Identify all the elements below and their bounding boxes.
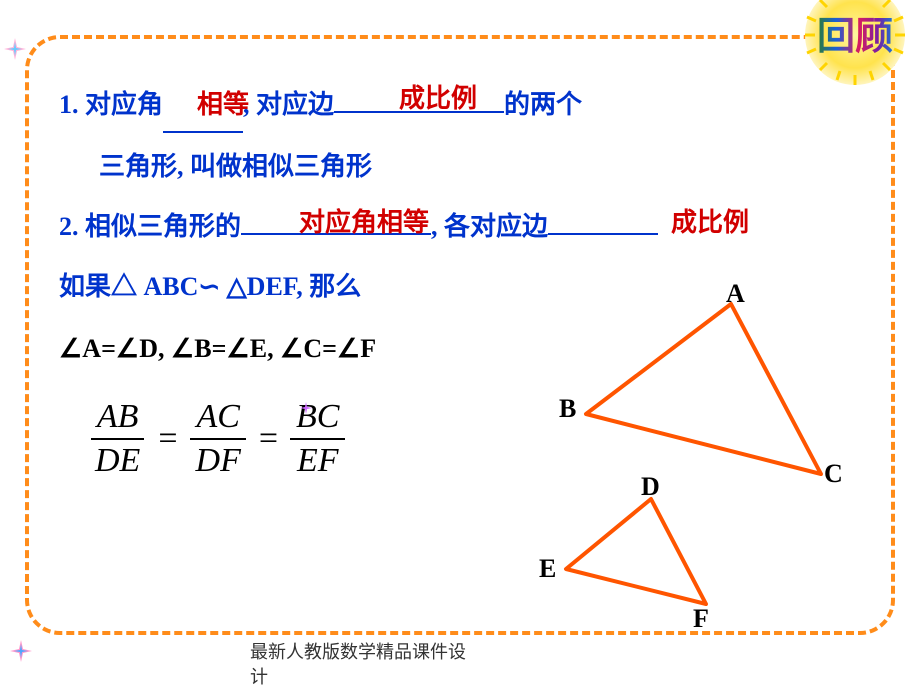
text-3b: , 各对应边 — [431, 212, 548, 241]
footer-line-2: 计 — [250, 665, 466, 690]
footer-text: 最新人教版数学精品课件设 计 — [250, 640, 466, 690]
vertex-label-e: E — [539, 554, 556, 584]
fraction-ab-de: AB DE — [89, 400, 146, 478]
vertex-label-a: A — [726, 279, 745, 309]
triangle-diagram-area: A B C D E F — [531, 294, 871, 634]
definition-line-2: 三角形, 叫做相似三角形 — [99, 141, 861, 193]
denominator-df: DF — [190, 440, 247, 478]
text-2: 三角形, 叫做相似三角形 — [99, 152, 372, 181]
sparkle-icon — [10, 640, 32, 667]
vertex-label-c: C — [824, 459, 843, 489]
property-line: 2. 相似三角形的, 各对应边 对应角相等 成比例 — [59, 201, 861, 253]
text-1b: , 对应边 — [243, 90, 334, 119]
review-badge: 回顾 — [785, 0, 920, 85]
vertex-label-b: B — [559, 394, 576, 424]
fraction-ac-df: AC DF — [190, 400, 247, 478]
text-4: 如果△ ABC∽ △DEF, 那么 — [59, 272, 361, 301]
sparkle-icon — [4, 38, 26, 65]
slide-frame: 1. 对应角 , 对应边 的两个 相等 成比例 三角形, 叫做相似三角形 2. 相… — [25, 35, 895, 635]
answer-angles-equal: 对应角相等 — [299, 197, 429, 249]
footer-line-1: 最新人教版数学精品课件设 — [250, 640, 466, 665]
text-3a: 2. 相似三角形的 — [59, 212, 241, 241]
triangle-abc — [586, 304, 821, 474]
fraction-bc-ef: BC EF — [290, 400, 345, 478]
definition-line-1: 1. 对应角 , 对应边的两个 相等 成比例 — [59, 79, 861, 133]
equals-2: = — [259, 420, 278, 458]
answer-equal: 相等 — [197, 79, 249, 131]
denominator-de: DE — [89, 440, 146, 478]
text-1a: 1. 对应角 — [59, 90, 163, 119]
vertex-label-f: F — [693, 604, 709, 634]
text-5: ∠A=∠D, ∠B=∠E, ∠C=∠F — [59, 334, 376, 363]
text-1c: 的两个 — [504, 90, 582, 119]
numerator-ab: AB — [91, 400, 145, 440]
triangle-def — [566, 499, 706, 604]
numerator-bc: BC — [290, 400, 345, 440]
sparkle-icon — [300, 398, 312, 419]
equals-1: = — [158, 420, 177, 458]
answer-proportional-2: 成比例 — [671, 197, 749, 249]
badge-text: 回顾 — [817, 16, 893, 58]
blank-4 — [548, 233, 658, 235]
answer-proportional-1: 成比例 — [399, 73, 477, 125]
denominator-ef: EF — [291, 440, 345, 478]
vertex-label-d: D — [641, 472, 660, 502]
numerator-ac: AC — [190, 400, 245, 440]
triangles-svg — [531, 294, 871, 634]
